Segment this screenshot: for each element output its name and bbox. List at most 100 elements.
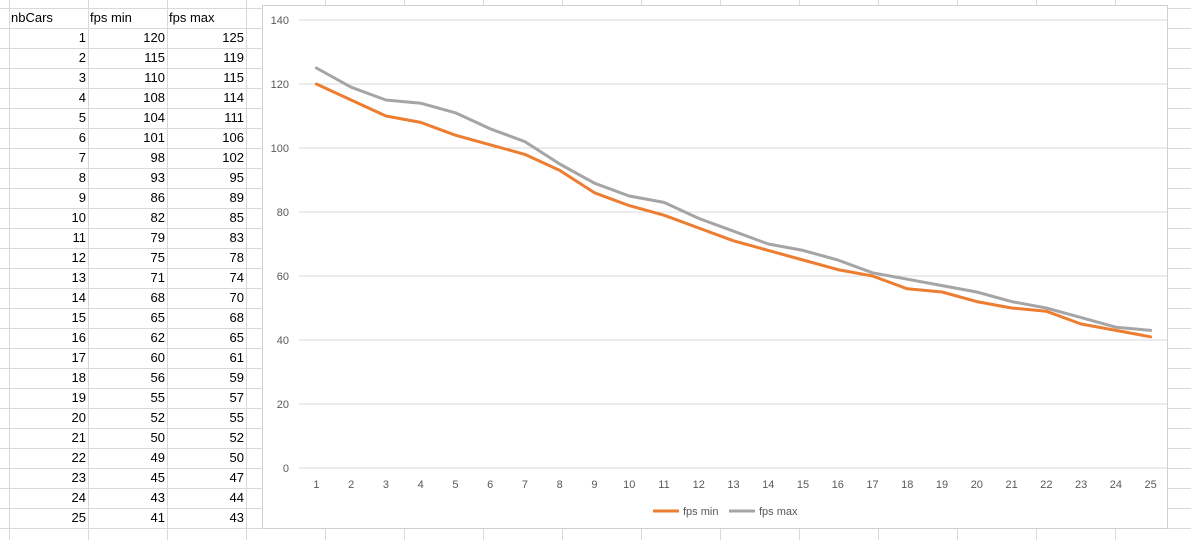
cell-fps-max[interactable]: 61 bbox=[229, 350, 244, 365]
cell-fps-max[interactable]: 70 bbox=[229, 290, 244, 305]
cell-fps-min[interactable]: 82 bbox=[150, 210, 165, 225]
cell-fps-max[interactable]: 52 bbox=[229, 430, 244, 445]
cell-fps-min[interactable]: 52 bbox=[150, 410, 165, 425]
cell-nbcars[interactable]: 12 bbox=[71, 250, 86, 265]
cell-fps-max[interactable]: 111 bbox=[224, 110, 244, 125]
cell-nbcars[interactable]: 16 bbox=[71, 330, 86, 345]
header-cell-fps-max[interactable]: fps max bbox=[169, 10, 215, 25]
cell-fps-min[interactable]: 65 bbox=[150, 310, 165, 325]
cell-nbcars[interactable]: 4 bbox=[78, 90, 86, 105]
cell-fps-max[interactable]: 106 bbox=[222, 130, 244, 145]
cell-nbcars[interactable]: 3 bbox=[78, 70, 86, 85]
x-tick-label: 1 bbox=[313, 479, 319, 491]
x-tick-label: 7 bbox=[522, 479, 528, 491]
cell-fps-max[interactable]: 89 bbox=[229, 190, 244, 205]
cell-nbcars[interactable]: 9 bbox=[78, 190, 86, 205]
cell-fps-min[interactable]: 56 bbox=[150, 370, 165, 385]
cell-nbcars[interactable]: 24 bbox=[71, 490, 86, 505]
cell-nbcars[interactable]: 22 bbox=[71, 450, 86, 465]
cell-fps-max[interactable]: 44 bbox=[229, 490, 244, 505]
series-line-fps-min[interactable] bbox=[314, 82, 1153, 339]
header-cell-nbcars[interactable]: nbCars bbox=[11, 10, 53, 25]
cell-fps-max[interactable]: 74 bbox=[229, 270, 244, 285]
cell-nbcars[interactable]: 5 bbox=[78, 110, 86, 125]
table-row: 25 41 43 bbox=[9, 508, 246, 528]
cell-fps-min[interactable]: 120 bbox=[143, 30, 165, 45]
cell-nbcars[interactable]: 19 bbox=[71, 390, 86, 405]
cell-fps-max[interactable]: 83 bbox=[229, 230, 244, 245]
cell-fps-min[interactable]: 55 bbox=[150, 390, 165, 405]
cell-nbcars[interactable]: 25 bbox=[71, 510, 86, 525]
cell-fps-max[interactable]: 78 bbox=[229, 250, 244, 265]
cell-fps-max[interactable]: 65 bbox=[229, 330, 244, 345]
x-tick-label: 10 bbox=[623, 479, 635, 491]
data-table[interactable]: nbCars fps min fps max 1 120 125 2 115 119 3 11… bbox=[9, 8, 246, 528]
cell-fps-min[interactable]: 43 bbox=[150, 490, 165, 505]
header-row: nbCars fps min fps max bbox=[9, 8, 246, 28]
cell-nbcars[interactable]: 13 bbox=[71, 270, 86, 285]
table-row: 4 108 114 bbox=[9, 88, 246, 108]
cell-fps-min[interactable]: 108 bbox=[143, 90, 165, 105]
cell-nbcars[interactable]: 11 bbox=[72, 230, 87, 245]
line-chart[interactable]: 0 20 40 60 80 100 120 140 1 2 3 4 5 6 7 8 9 10 11 12 13 14 15 1… bbox=[262, 5, 1168, 529]
cell-fps-max[interactable]: 43 bbox=[229, 510, 244, 525]
cell-nbcars[interactable]: 7 bbox=[78, 150, 86, 165]
cell-nbcars[interactable]: 23 bbox=[71, 470, 86, 485]
table-row: 16 62 65 bbox=[9, 328, 246, 348]
cell-fps-min[interactable]: 71 bbox=[150, 270, 165, 285]
cell-fps-max[interactable]: 114 bbox=[223, 90, 244, 105]
cell-fps-max[interactable]: 57 bbox=[229, 390, 244, 405]
cell-fps-min[interactable]: 93 bbox=[150, 170, 165, 185]
cell-fps-min[interactable]: 49 bbox=[150, 450, 165, 465]
cell-nbcars[interactable]: 1 bbox=[78, 30, 86, 45]
cell-fps-min[interactable]: 115 bbox=[144, 50, 165, 65]
cell-nbcars[interactable]: 8 bbox=[78, 170, 86, 185]
cell-fps-max[interactable]: 55 bbox=[229, 410, 244, 425]
cell-fps-min[interactable]: 86 bbox=[150, 190, 165, 205]
cell-fps-min[interactable]: 75 bbox=[150, 250, 165, 265]
cell-nbcars[interactable]: 20 bbox=[71, 410, 86, 425]
cell-fps-max[interactable]: 85 bbox=[229, 210, 244, 225]
cell-fps-max[interactable]: 119 bbox=[223, 50, 244, 65]
table-row: 1 120 125 bbox=[9, 28, 246, 48]
cell-fps-max[interactable]: 47 bbox=[229, 470, 244, 485]
x-tick-label: 6 bbox=[487, 479, 493, 491]
cell-nbcars[interactable]: 10 bbox=[71, 210, 86, 225]
cell-fps-max[interactable]: 95 bbox=[229, 170, 244, 185]
cell-nbcars[interactable]: 6 bbox=[78, 130, 86, 145]
x-tick-label: 18 bbox=[901, 479, 913, 491]
cell-fps-min[interactable]: 45 bbox=[150, 470, 165, 485]
x-tick-label: 2 bbox=[348, 479, 354, 491]
cell-fps-min[interactable]: 98 bbox=[150, 150, 165, 165]
cell-fps-min[interactable]: 50 bbox=[150, 430, 165, 445]
cell-fps-min[interactable]: 110 bbox=[144, 70, 165, 85]
header-cell-fps-min[interactable]: fps min bbox=[90, 10, 132, 25]
cell-fps-min[interactable]: 101 bbox=[143, 130, 165, 145]
table-row: 2 115 119 bbox=[9, 48, 246, 68]
cell-nbcars[interactable]: 14 bbox=[71, 290, 86, 305]
table-row: 19 55 57 bbox=[9, 388, 246, 408]
cell-fps-min[interactable]: 41 bbox=[150, 510, 165, 525]
cell-fps-min[interactable]: 68 bbox=[150, 290, 165, 305]
cell-nbcars[interactable]: 18 bbox=[71, 370, 86, 385]
cell-fps-max[interactable]: 102 bbox=[222, 150, 244, 165]
table-row: 3 110 115 bbox=[9, 68, 246, 88]
cell-fps-max[interactable]: 68 bbox=[229, 310, 244, 325]
cell-fps-max[interactable]: 125 bbox=[222, 30, 244, 45]
cell-nbcars[interactable]: 21 bbox=[71, 430, 86, 445]
cell-fps-min[interactable]: 60 bbox=[150, 350, 165, 365]
cell-fps-max[interactable]: 59 bbox=[229, 370, 244, 385]
table-row: 10 82 85 bbox=[9, 208, 246, 228]
x-tick-label: 24 bbox=[1110, 479, 1122, 491]
cell-fps-max[interactable]: 115 bbox=[223, 70, 244, 85]
cell-fps-min[interactable]: 104 bbox=[143, 110, 165, 125]
cell-nbcars[interactable]: 17 bbox=[71, 350, 86, 365]
table-row: 11 79 83 bbox=[9, 228, 246, 248]
cell-fps-min[interactable]: 79 bbox=[150, 230, 165, 245]
cell-fps-max[interactable]: 50 bbox=[229, 450, 244, 465]
cell-nbcars[interactable]: 15 bbox=[71, 310, 86, 325]
cell-nbcars[interactable]: 2 bbox=[78, 50, 86, 65]
series-line-fps-max[interactable] bbox=[314, 66, 1153, 332]
cell-fps-min[interactable]: 62 bbox=[150, 330, 165, 345]
